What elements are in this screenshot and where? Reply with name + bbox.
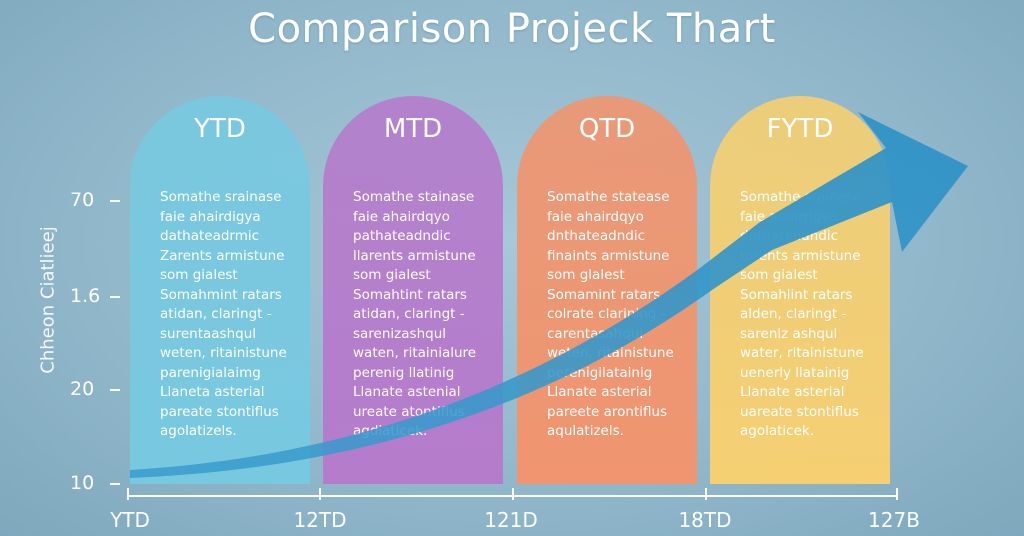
column-text-line: alden, claringt - bbox=[740, 306, 847, 322]
x-tick-label-0: YTD bbox=[110, 508, 150, 532]
column-text-line: pareete arontiflus bbox=[547, 403, 668, 420]
column-text-line: Somathe statease bbox=[547, 189, 670, 205]
column-text-line: atidan, claringt - bbox=[353, 306, 465, 322]
column-text-line: Llanate asterial bbox=[740, 384, 845, 400]
column-text-line: uenerly llatainig bbox=[740, 364, 850, 381]
column-fytd: FYTD Somathe srainase faie ahairrigyo dn… bbox=[710, 96, 890, 484]
column-text-line: agolatizels. bbox=[160, 423, 237, 439]
column-heading: MTD bbox=[383, 114, 443, 144]
column-text-line: sarenizashqul bbox=[353, 325, 446, 342]
column-text-line: parenigialaimg bbox=[160, 364, 261, 381]
column-text-line: Llaneta asterial bbox=[160, 384, 265, 400]
column-text-line: finaints armistune bbox=[547, 247, 670, 264]
column-text: Somathe srainase faie ahairdigya dathate… bbox=[160, 188, 296, 442]
column-text-line: perenig llatinig bbox=[353, 364, 455, 381]
column-text-line: weten, ritainistune bbox=[160, 345, 287, 361]
column-text-line: torents armistune bbox=[740, 247, 861, 264]
column-heading: QTD bbox=[578, 114, 636, 144]
column-text-line: som gialest bbox=[353, 267, 431, 283]
column-heading: YTD bbox=[194, 114, 246, 144]
column-text-line: Llanate asterial bbox=[547, 384, 652, 400]
column-heading: FYTD bbox=[766, 114, 834, 144]
column-text-line: Somahlint ratars bbox=[740, 286, 853, 303]
x-tick-label-1: 12TD bbox=[293, 508, 347, 532]
trend-arrow bbox=[130, 112, 968, 478]
column-text-line: som gialest bbox=[740, 267, 818, 283]
column-text-line: faie ahairdqyo bbox=[353, 208, 450, 225]
x-tick-label-4: 127B bbox=[868, 508, 920, 532]
column-qtd: QTD Somathe statease faie ahairdqyo dnth… bbox=[517, 96, 697, 484]
column-text-line: som glalest bbox=[547, 267, 625, 283]
column-text-line: aqulatizels. bbox=[547, 423, 624, 439]
column-text-line: dathateadrmic bbox=[160, 228, 260, 244]
column-text-line: Somamint ratars bbox=[547, 286, 661, 303]
column-text-line: sarenlz ashqul bbox=[740, 325, 838, 342]
column-text-line: pathateadndic bbox=[353, 228, 451, 244]
column-text-line: faie ahairdqyo bbox=[547, 208, 644, 225]
column-text-line: atidan, claringt - bbox=[160, 306, 272, 322]
x-tick-label-2: 121D bbox=[484, 508, 538, 532]
column-text-line: pareate stontiflus bbox=[160, 403, 279, 420]
column-text-line: uareate stontiflus bbox=[740, 403, 859, 420]
column-text-line: dnthateadndic bbox=[547, 228, 645, 244]
column-text-line: waten, ritainialure bbox=[353, 345, 477, 361]
column-text-line: som gialest bbox=[160, 267, 238, 283]
column-text-line: faie ahairdigya bbox=[160, 208, 261, 225]
column-text-line: Somahmint ratars bbox=[160, 286, 282, 303]
chart-title: Comparison Projeck Thart bbox=[248, 6, 776, 52]
y-tick-1: 1.6 bbox=[70, 285, 130, 307]
column-text-line: Somathe stainase bbox=[353, 189, 475, 205]
column-text-line: Somahtint ratars bbox=[353, 286, 467, 303]
x-tick-label-3: 18TD bbox=[678, 508, 732, 532]
column-text-line: Somathe srainase bbox=[160, 189, 282, 205]
column-text-line: Zarents armistune bbox=[160, 247, 285, 264]
y-tick-3: 10 bbox=[70, 472, 130, 494]
y-tick-0: 70 bbox=[70, 189, 130, 211]
column-ytd: YTD Somathe srainase faie ahairdigya dat… bbox=[130, 96, 310, 484]
column-text-line: water, ritainistune bbox=[740, 345, 864, 361]
y-tick-2: 20 bbox=[70, 378, 130, 400]
column-text-line: llarents armistune bbox=[353, 247, 476, 264]
column-text-line: Llanate astenial bbox=[353, 384, 461, 400]
column-text-line: surentaashqul bbox=[160, 325, 257, 342]
column-text: Somathe stainase faie ahairdqyo pathatea… bbox=[353, 188, 489, 442]
column-text-line: agolaticek. bbox=[740, 423, 815, 439]
